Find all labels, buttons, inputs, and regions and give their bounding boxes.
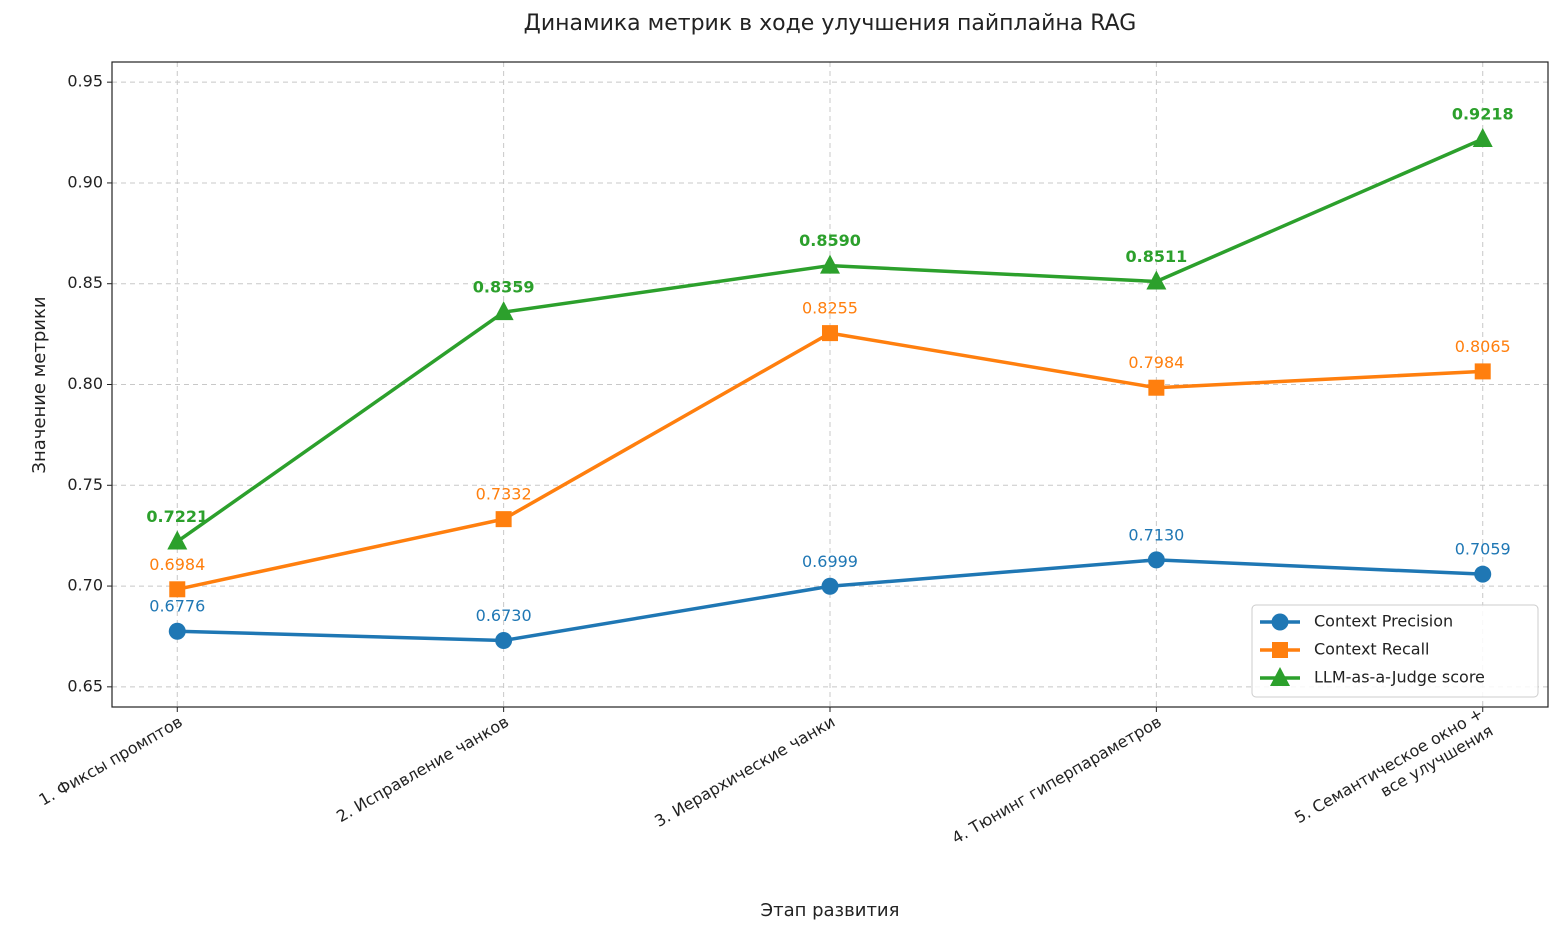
y-tick-label: 0.75 xyxy=(67,475,103,494)
y-tick-label: 0.90 xyxy=(67,172,103,191)
data-label: 0.7221 xyxy=(146,507,208,526)
x-tick-label: 4. Тюнинг гиперпараметров xyxy=(949,712,1165,848)
marker xyxy=(822,325,838,342)
marker xyxy=(493,301,514,321)
data-label: 0.8590 xyxy=(799,231,861,250)
plot-frame xyxy=(111,61,1549,708)
marker xyxy=(1146,270,1167,290)
data-label: 0.7130 xyxy=(1128,525,1184,544)
data-label: 0.8359 xyxy=(473,278,535,297)
marker xyxy=(820,254,840,274)
data-label: 0.6776 xyxy=(149,597,205,616)
x-tick-label: 3. Иерархические чанки xyxy=(651,712,838,831)
marker xyxy=(167,530,188,550)
data-label: 0.8065 xyxy=(1455,337,1511,356)
data-label: 0.8255 xyxy=(802,299,858,318)
legend-label: Context Precision xyxy=(1314,612,1453,631)
chart-title: Динамика метрик в ходе улучшения пайплай… xyxy=(524,11,1137,36)
data-label: 0.7984 xyxy=(1128,353,1184,372)
marker xyxy=(1474,565,1492,583)
x-tick-label: 1. Фиксы промптов xyxy=(36,712,186,810)
legend-label: Context Recall xyxy=(1314,640,1430,659)
marker xyxy=(1472,127,1493,147)
data-label: 0.8511 xyxy=(1125,247,1187,266)
y-tick-label: 0.95 xyxy=(67,72,103,91)
marker xyxy=(1147,551,1165,569)
y-axis-label: Значение метрики xyxy=(29,296,50,473)
data-label: 0.9218 xyxy=(1452,104,1514,123)
marker xyxy=(1270,667,1290,686)
marker xyxy=(495,511,512,528)
marker xyxy=(169,581,186,598)
marker xyxy=(1148,379,1165,396)
marker xyxy=(168,622,186,640)
y-tick-label: 0.65 xyxy=(67,676,103,695)
legend-label: LLM-as-a-Judge score xyxy=(1314,668,1485,687)
x-axis-label: Этап развития xyxy=(761,900,900,921)
data-label: 0.6730 xyxy=(476,606,532,625)
x-tick-label: 2. Исправление чанков xyxy=(333,712,512,826)
data-label: 0.6984 xyxy=(149,555,205,574)
data-label: 0.6999 xyxy=(802,552,858,571)
legend-box xyxy=(1251,604,1539,698)
marker xyxy=(1474,363,1491,380)
marker xyxy=(821,577,839,595)
marker xyxy=(495,631,513,649)
data-label: 0.7059 xyxy=(1455,540,1511,559)
data-label: 0.7332 xyxy=(476,485,532,504)
y-tick-label: 0.70 xyxy=(67,576,103,595)
y-tick-label: 0.80 xyxy=(67,374,103,393)
x-tick-label: 5. Семантическое окно +все улучшения xyxy=(1291,703,1496,844)
marker xyxy=(1272,642,1288,658)
y-tick-label: 0.85 xyxy=(67,273,103,292)
marker xyxy=(1271,613,1289,631)
